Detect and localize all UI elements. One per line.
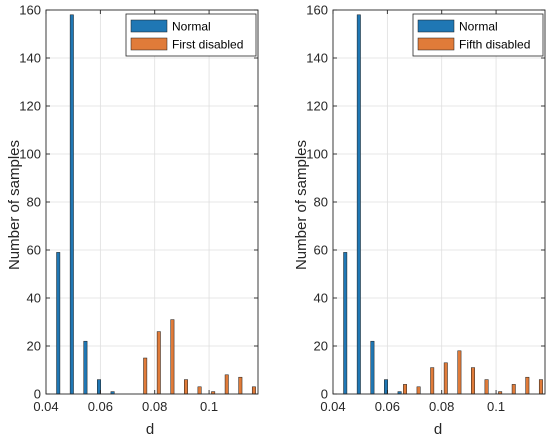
bar-disabled-6 — [484, 379, 489, 395]
y-tick-label: 120 — [306, 99, 328, 114]
y-tick-label: 160 — [306, 3, 328, 18]
y-tick-label: 0 — [321, 387, 328, 402]
legend-label-disabled: Fifth disabled — [459, 38, 530, 52]
x-tick-label: 0.04 — [33, 399, 58, 414]
bar-disabled-0 — [143, 357, 148, 395]
bar-disabled-5 — [471, 367, 475, 395]
x-tick-label: 0.1 — [487, 399, 505, 414]
y-tick-label: 60 — [27, 243, 41, 258]
bar-normal-0 — [343, 252, 348, 395]
legend-label-disabled: First disabled — [172, 38, 243, 52]
x-axis-label-right: d — [434, 421, 442, 438]
x-tick-label: 0.06 — [88, 399, 113, 414]
bar-normal-1 — [356, 14, 361, 395]
y-axis-label-right: Number of samples — [293, 140, 310, 270]
y-tick-label: 100 — [306, 147, 328, 162]
bar-disabled-4 — [457, 350, 462, 395]
bar-normal-2 — [370, 340, 375, 395]
bar-disabled-2 — [170, 319, 175, 395]
bar-disabled-0 — [403, 384, 407, 395]
bar-disabled-8 — [251, 386, 256, 395]
y-tick-label: 160 — [19, 3, 41, 18]
bar-disabled-10 — [538, 379, 543, 395]
y-axis-label-left: Number of samples — [6, 140, 23, 270]
legend-swatch-disabled — [417, 37, 455, 51]
legend-label-normal: Normal — [172, 20, 211, 34]
bar-normal-2 — [83, 340, 88, 395]
y-tick-label: 20 — [27, 339, 41, 354]
x-tick-label: 0.06 — [375, 399, 400, 414]
y-tick-label: 100 — [19, 147, 41, 162]
legend-label-normal: Normal — [459, 20, 498, 34]
bar-disabled-3 — [184, 379, 188, 395]
legend-swatch-normal — [417, 19, 455, 33]
bar-disabled-8 — [511, 384, 516, 395]
bar-disabled-1 — [156, 331, 161, 395]
y-tick-label: 120 — [19, 99, 41, 114]
y-tick-label: 40 — [27, 291, 41, 306]
y-tick-label: 40 — [314, 291, 328, 306]
x-tick-label: 0.1 — [200, 399, 218, 414]
x-tick-label: 0.04 — [320, 399, 345, 414]
chart-panel-left: 0 20 40 60 80 100 120 140 160 0.04 0.06 0.08 0.1 Norm… — [19, 3, 259, 414]
bar-disabled-2 — [430, 367, 435, 395]
y-tick-label: 60 — [314, 243, 328, 258]
bar-disabled-3 — [443, 362, 448, 395]
y-tick-label: 140 — [19, 51, 41, 66]
chart-panel-right: 0 20 40 60 80 100 120 140 160 0.04 0.06 0.08 0.1 Norm… — [306, 3, 546, 414]
x-axis-label-left: d — [146, 421, 154, 438]
legend-swatch-normal — [130, 19, 168, 33]
legend-swatch-disabled — [130, 37, 168, 51]
x-tick-label: 0.08 — [142, 399, 167, 414]
bar-disabled-1 — [416, 386, 421, 395]
y-tick-label: 80 — [27, 195, 41, 210]
y-tick-label: 0 — [34, 387, 41, 402]
bar-normal-0 — [56, 252, 61, 395]
bar-normal-1 — [69, 14, 74, 395]
bar-disabled-6 — [224, 374, 229, 395]
bar-disabled-4 — [197, 386, 202, 395]
y-tick-label: 20 — [314, 339, 328, 354]
y-tick-label: 80 — [314, 195, 328, 210]
bar-disabled-7 — [238, 376, 243, 395]
x-tick-label: 0.08 — [429, 399, 454, 414]
bar-disabled-9 — [525, 376, 530, 395]
y-tick-label: 140 — [306, 51, 328, 66]
